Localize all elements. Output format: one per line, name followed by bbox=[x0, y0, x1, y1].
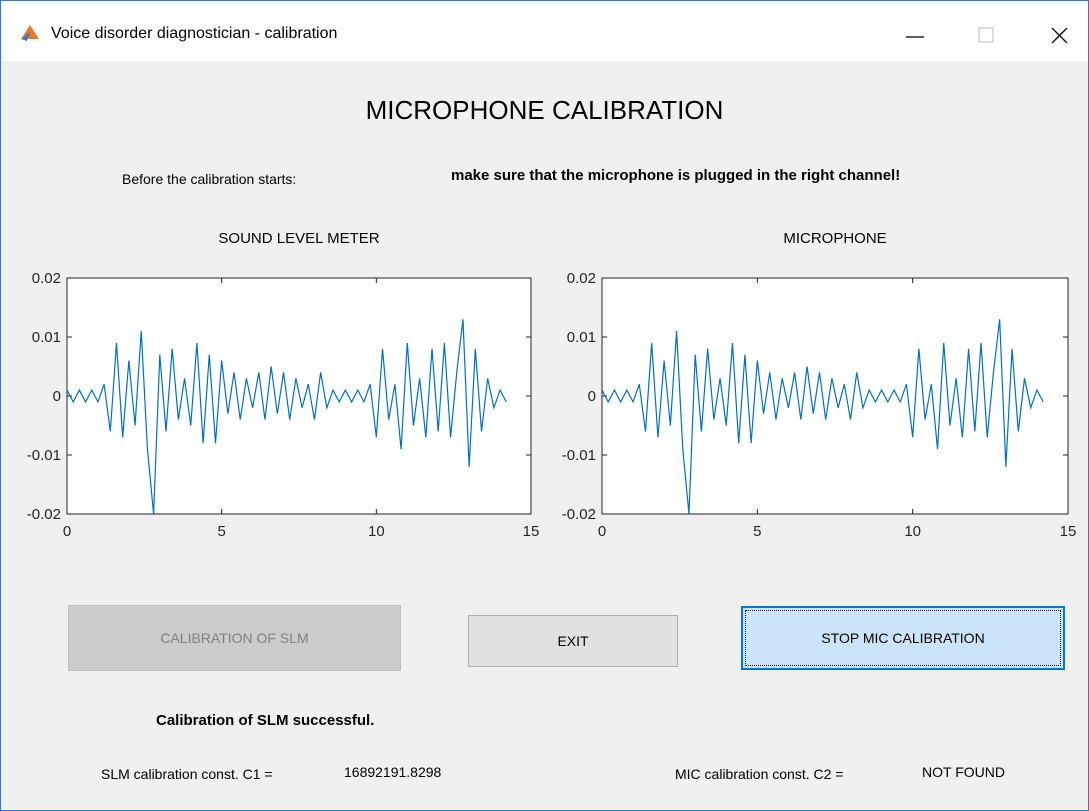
plots: SOUND LEVEL METER -0.02 -0.01 0 0.01 0.02 0 5 10… bbox=[27, 230, 1077, 540]
instruction-label: Before the calibration starts: bbox=[122, 171, 297, 187]
instruction-warning: make sure that the microphone is plugged… bbox=[451, 167, 901, 184]
x-tick-label: 5 bbox=[217, 523, 225, 540]
axes-box bbox=[66, 277, 532, 515]
axes-box bbox=[601, 277, 1069, 515]
window-title: Voice disorder diagnostician - calibrati… bbox=[51, 25, 338, 42]
c1-value: 16892191.8298 bbox=[344, 764, 442, 780]
c2-label: MIC calibration const. C2 = bbox=[675, 766, 844, 782]
c2-value: NOT FOUND bbox=[922, 764, 1005, 780]
x-tick-label: 10 bbox=[904, 523, 921, 540]
y-tick-label: 0 bbox=[588, 388, 596, 405]
plot-title: MICROPHONE bbox=[783, 230, 886, 247]
y-tick-label: -0.02 bbox=[27, 506, 61, 523]
close[interactable] bbox=[1051, 27, 1068, 44]
heading: MICROPHONE CALIBRATION bbox=[365, 95, 724, 125]
maximize[interactable] bbox=[978, 27, 994, 43]
title-bar: Voice disorder diagnostician - calibrati… bbox=[1, 1, 1088, 61]
window-controls bbox=[906, 27, 1068, 44]
plot-title: SOUND LEVEL METER bbox=[218, 230, 379, 247]
waveform bbox=[66, 319, 507, 515]
y-tick-label: 0.01 bbox=[567, 329, 596, 346]
x-tick-label: 0 bbox=[63, 523, 71, 540]
stop-mic-calibration-button[interactable]: STOP MIC CALIBRATION bbox=[741, 606, 1065, 670]
app-icon bbox=[21, 25, 39, 41]
y-tick-label: -0.02 bbox=[562, 506, 596, 523]
y-tick-label: -0.01 bbox=[27, 447, 61, 464]
y-tick-label: -0.01 bbox=[562, 447, 596, 464]
x-tick-label: 15 bbox=[523, 523, 540, 540]
waveform bbox=[601, 319, 1044, 515]
x-tick-label: 0 bbox=[598, 523, 606, 540]
y-tick-label: 0.02 bbox=[32, 270, 61, 287]
y-tick-label: 0.01 bbox=[32, 329, 61, 346]
calibration-slm-button: CALIBRATION OF SLM bbox=[68, 605, 401, 671]
c1-label: SLM calibration const. C1 = bbox=[101, 766, 273, 782]
exit-button[interactable]: EXIT bbox=[468, 615, 678, 667]
x-tick-label: 5 bbox=[753, 523, 761, 540]
status-text: Calibration of SLM successful. bbox=[156, 712, 375, 729]
y-tick-label: 0.02 bbox=[567, 270, 596, 287]
y-tick-label: 0 bbox=[53, 388, 61, 405]
x-tick-label: 10 bbox=[368, 523, 385, 540]
x-tick-label: 15 bbox=[1060, 523, 1077, 540]
